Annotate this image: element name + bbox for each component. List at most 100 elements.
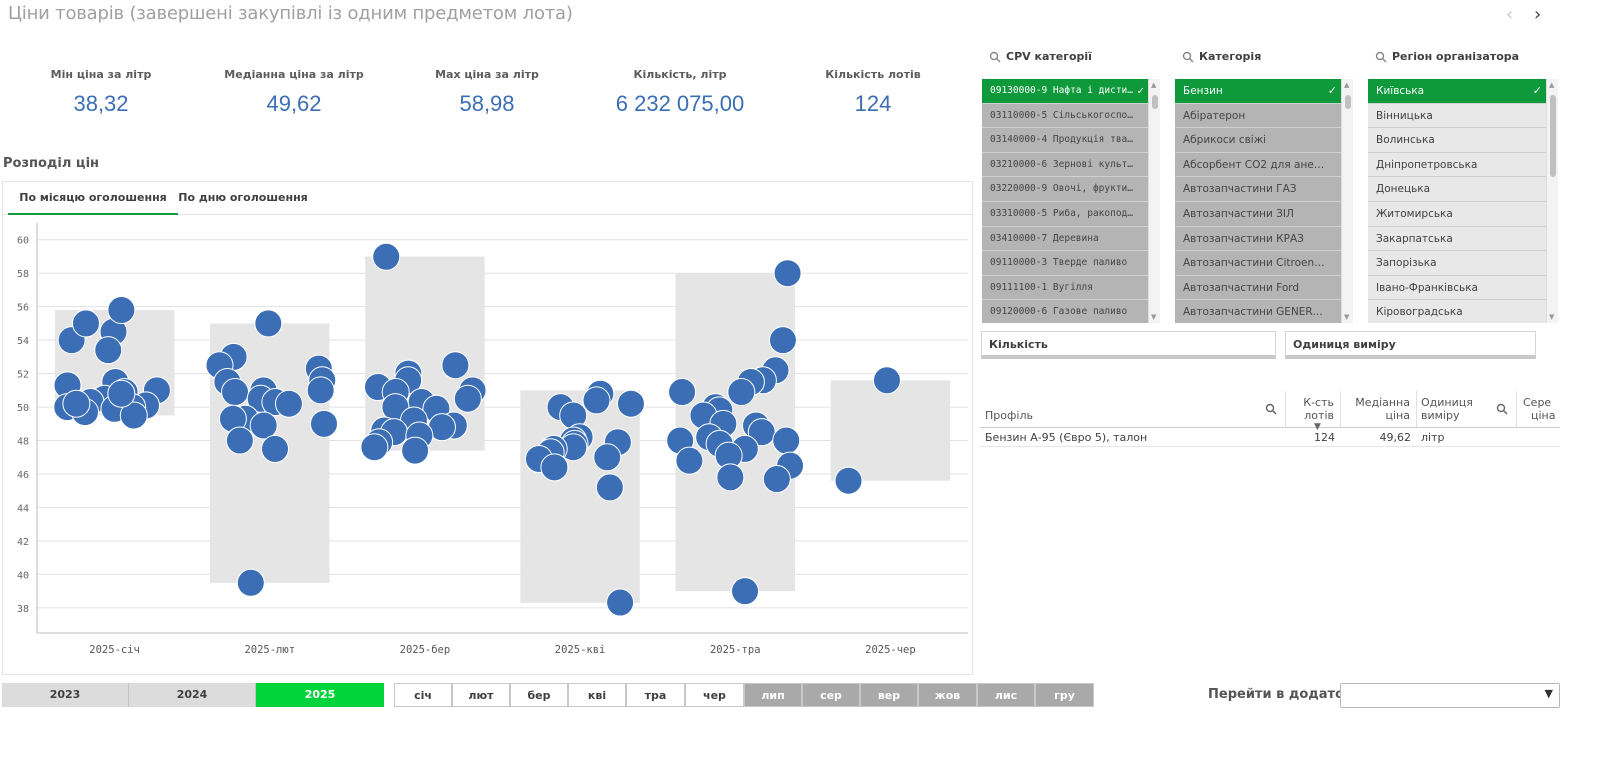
data-point xyxy=(119,401,148,430)
list-item[interactable]: 03410000-7 Деревина xyxy=(982,226,1148,252)
data-point xyxy=(762,465,791,494)
list-item[interactable]: 03140000-4 Продукція твар... xyxy=(982,128,1148,153)
filter-cpv: CPV категорії 09130000-9 Нафта і дистил.… xyxy=(982,50,1160,323)
list-item[interactable]: Закарпатська xyxy=(1368,226,1546,252)
list-item[interactable]: Волинська xyxy=(1368,128,1546,153)
month-button-aug[interactable]: сер xyxy=(802,683,860,707)
list-item[interactable]: Автозапчастини GENERAL M... xyxy=(1175,300,1341,323)
tab-by-day[interactable]: По дню оголошення xyxy=(178,191,308,204)
search-icon[interactable] xyxy=(1265,403,1277,415)
column-header-profile[interactable]: Профіль xyxy=(980,391,1286,428)
list-item[interactable]: Київська ✓ xyxy=(1368,79,1546,104)
year-button-2023[interactable]: 2023 xyxy=(2,683,129,707)
list-item[interactable]: Абрикоси свіжі xyxy=(1175,128,1341,153)
list-item-label: Закарпатська xyxy=(1376,232,1453,245)
quantity-filter-button[interactable]: Кількість xyxy=(981,331,1276,359)
data-point xyxy=(306,376,335,405)
list-item[interactable]: Абсорбент СО2 для анестезі... xyxy=(1175,152,1341,178)
filter-category: Категорія Бензин ✓ Абіратерон Абрикоси св… xyxy=(1175,50,1353,323)
list-item[interactable]: 09110000-3 Тверде паливо xyxy=(982,251,1148,276)
column-header-label: Профіль xyxy=(985,409,1033,422)
scroll-down-icon: ▼ xyxy=(1549,313,1555,321)
kpi-value: 58,98 xyxy=(459,91,515,116)
filter-header[interactable]: Регіон організатора xyxy=(1368,50,1546,68)
list-item[interactable]: Житомирська xyxy=(1368,201,1546,227)
data-point xyxy=(668,378,697,407)
month-button-nov[interactable]: лис xyxy=(977,683,1035,707)
list-item[interactable]: Бензин ✓ xyxy=(1175,79,1341,104)
list-item[interactable]: Кіровоградська xyxy=(1368,300,1546,323)
list-item[interactable]: Донецька xyxy=(1368,177,1546,202)
filter-list[interactable]: Бензин ✓ Абіратерон Абрикоси свіжі Абсорб… xyxy=(1175,79,1353,323)
list-item[interactable]: Вінницька xyxy=(1368,103,1546,129)
scrollbar-thumb[interactable] xyxy=(1152,95,1158,109)
list-item[interactable]: 03110000-5 Сільськогоспод... xyxy=(982,103,1148,129)
page-title: Ціни товарів (завершені закупівлі із одн… xyxy=(8,3,573,24)
month-button-may[interactable]: тра xyxy=(626,683,685,707)
month-button-sep[interactable]: вер xyxy=(860,683,918,707)
list-item[interactable]: Автозапчастини КРАЗ xyxy=(1175,226,1341,252)
list-item[interactable]: Автозапчастини Citroen/Peu... xyxy=(1175,251,1341,276)
list-item[interactable]: Автозапчастини Ford xyxy=(1175,275,1341,301)
kpi-median-price: Медіанна ціна за літр 49,62 xyxy=(199,68,389,117)
list-item[interactable]: 03220000-9 Овочі, фрукти т... xyxy=(982,177,1148,202)
list-scrollbar[interactable]: ▲ ▼ xyxy=(1341,79,1353,323)
list-item[interactable]: 09130000-9 Нафта і дистил... ✓ xyxy=(982,79,1148,104)
previous-sheet-button[interactable]: ‹ xyxy=(1506,4,1514,25)
list-item[interactable]: 09120000-6 Газове паливо xyxy=(982,300,1148,323)
month-button-mar[interactable]: бер xyxy=(510,683,568,707)
kpi-label: Кількість, літр xyxy=(633,68,727,81)
data-point xyxy=(773,259,802,288)
list-item[interactable]: Автозапчастини ГАЗ xyxy=(1175,177,1341,202)
x-tick-label: 2025-тра xyxy=(710,644,761,656)
list-item[interactable]: Абіратерон xyxy=(1175,103,1341,129)
filter-list[interactable]: 09130000-9 Нафта і дистил... ✓ 03110000-5… xyxy=(982,79,1160,323)
chevron-down-icon: ▼ xyxy=(1544,687,1553,700)
list-item[interactable]: Запорізька xyxy=(1368,251,1546,276)
section-title: Розподіл цін xyxy=(3,156,100,171)
list-item-label: Автозапчастини ГАЗ xyxy=(1183,183,1297,196)
list-scrollbar[interactable]: ▲ ▼ xyxy=(1148,79,1160,323)
scrollbar-thumb[interactable] xyxy=(1550,95,1556,177)
scrollbar-thumb[interactable] xyxy=(1345,95,1351,109)
filter-header[interactable]: CPV категорії xyxy=(982,50,1160,68)
month-button-feb[interactable]: лют xyxy=(452,683,510,707)
column-header-lots[interactable]: К-сть лотів ▼ xyxy=(1286,391,1341,432)
filter-header-label: Категорія xyxy=(1199,50,1262,63)
goto-app-dropdown[interactable]: ▼ xyxy=(1340,683,1560,708)
tab-by-month[interactable]: По місяцю оголошення xyxy=(8,182,178,215)
year-button-2024[interactable]: 2024 xyxy=(129,683,256,707)
month-button-jun[interactable]: чер xyxy=(685,683,744,707)
filter-header[interactable]: Категорія xyxy=(1175,50,1353,68)
month-button-jul[interactable]: лип xyxy=(744,683,802,707)
list-item[interactable]: 03310000-5 Риба, ракоподі... xyxy=(982,201,1148,227)
search-icon[interactable] xyxy=(1496,403,1508,415)
data-point xyxy=(249,411,278,440)
filter-list[interactable]: Київська ✓ Вінницька Волинська Дніпропетр… xyxy=(1368,79,1558,323)
list-scrollbar[interactable]: ▲ ▼ xyxy=(1546,79,1558,323)
month-button-jan[interactable]: січ xyxy=(394,683,452,707)
list-item[interactable]: Дніпропетровська xyxy=(1368,152,1546,178)
next-sheet-button[interactable]: › xyxy=(1534,4,1542,25)
kpi-value: 49,62 xyxy=(266,91,322,116)
year-button-2025[interactable]: 2025 xyxy=(256,683,384,707)
list-item[interactable]: Івано-Франківська xyxy=(1368,275,1546,301)
month-button-dec[interactable]: гру xyxy=(1035,683,1094,707)
list-item-label: 03310000-5 Риба, ракоподі... xyxy=(990,207,1148,219)
filter-header-label: Регіон організатора xyxy=(1392,50,1520,63)
unit-filter-button[interactable]: Одиниця виміру xyxy=(1285,331,1536,359)
column-header-unit[interactable]: Одиниця виміру xyxy=(1417,391,1517,428)
scroll-down-icon: ▼ xyxy=(1151,313,1157,321)
data-point xyxy=(582,386,611,415)
month-button-apr[interactable]: кві xyxy=(568,683,626,707)
data-point xyxy=(834,466,863,495)
list-item[interactable]: 03210000-6 Зернові культур... xyxy=(982,152,1148,178)
scatter-plot[interactable]: 38 40 42 44 46 48 50 52 54 56 58 60 2025-січ 2025-лют… xyxy=(3,215,972,674)
list-item[interactable]: Автозапчастини ЗІЛ xyxy=(1175,201,1341,227)
list-item[interactable]: 09111100-1 Вугілля xyxy=(982,275,1148,301)
column-header-median[interactable]: Медіанна ціна xyxy=(1341,391,1417,428)
column-header-avg[interactable]: Сере ціна xyxy=(1517,391,1560,428)
scroll-up-icon: ▲ xyxy=(1344,81,1350,89)
month-button-oct[interactable]: жов xyxy=(918,683,977,707)
table-row[interactable]: Бензин А-95 (Євро 5), талон 124 49,62 лі… xyxy=(980,429,1560,447)
